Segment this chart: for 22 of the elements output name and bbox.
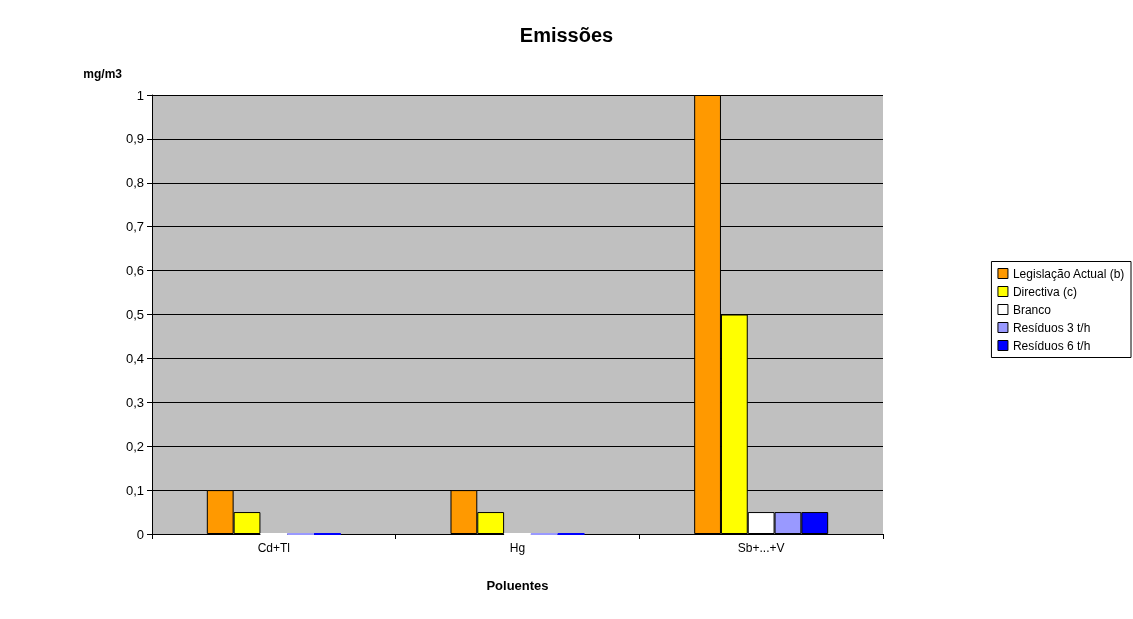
legend-label: Legislação Actual (b) xyxy=(1012,266,1125,281)
legend-label: Directiva (c) xyxy=(1012,284,1077,299)
y-tick-label: 0,9 xyxy=(125,131,144,147)
chart-title: Emissões xyxy=(519,24,614,46)
y-tick-label: 0,3 xyxy=(125,394,144,410)
y-tick-label: 1 xyxy=(136,87,144,103)
y-tick-label: 0,8 xyxy=(125,175,144,191)
x-tick-label: Hg xyxy=(509,541,526,555)
y-tick-label: 0,7 xyxy=(125,219,144,235)
legend-label: Resíduos 6 t/h xyxy=(1012,338,1091,353)
y-tick-label: 0,4 xyxy=(125,350,144,366)
y-tick-label: 0,6 xyxy=(125,263,144,279)
legend-label: Resíduos 3 t/h xyxy=(1012,320,1091,335)
x-tick-label: Cd+Tl xyxy=(257,541,291,555)
y-tick-label: 0 xyxy=(136,526,144,542)
legend-label: Branco xyxy=(1012,302,1052,317)
y-tick-label: 0,2 xyxy=(125,438,144,454)
y-tick-label: 0,5 xyxy=(125,307,144,322)
x-axis-title: Poluentes xyxy=(486,578,549,593)
x-tick-label: Sb+...+V xyxy=(737,541,785,555)
y-axis-title: mg/m3 xyxy=(83,67,123,81)
y-tick-label: 0,1 xyxy=(125,482,144,498)
